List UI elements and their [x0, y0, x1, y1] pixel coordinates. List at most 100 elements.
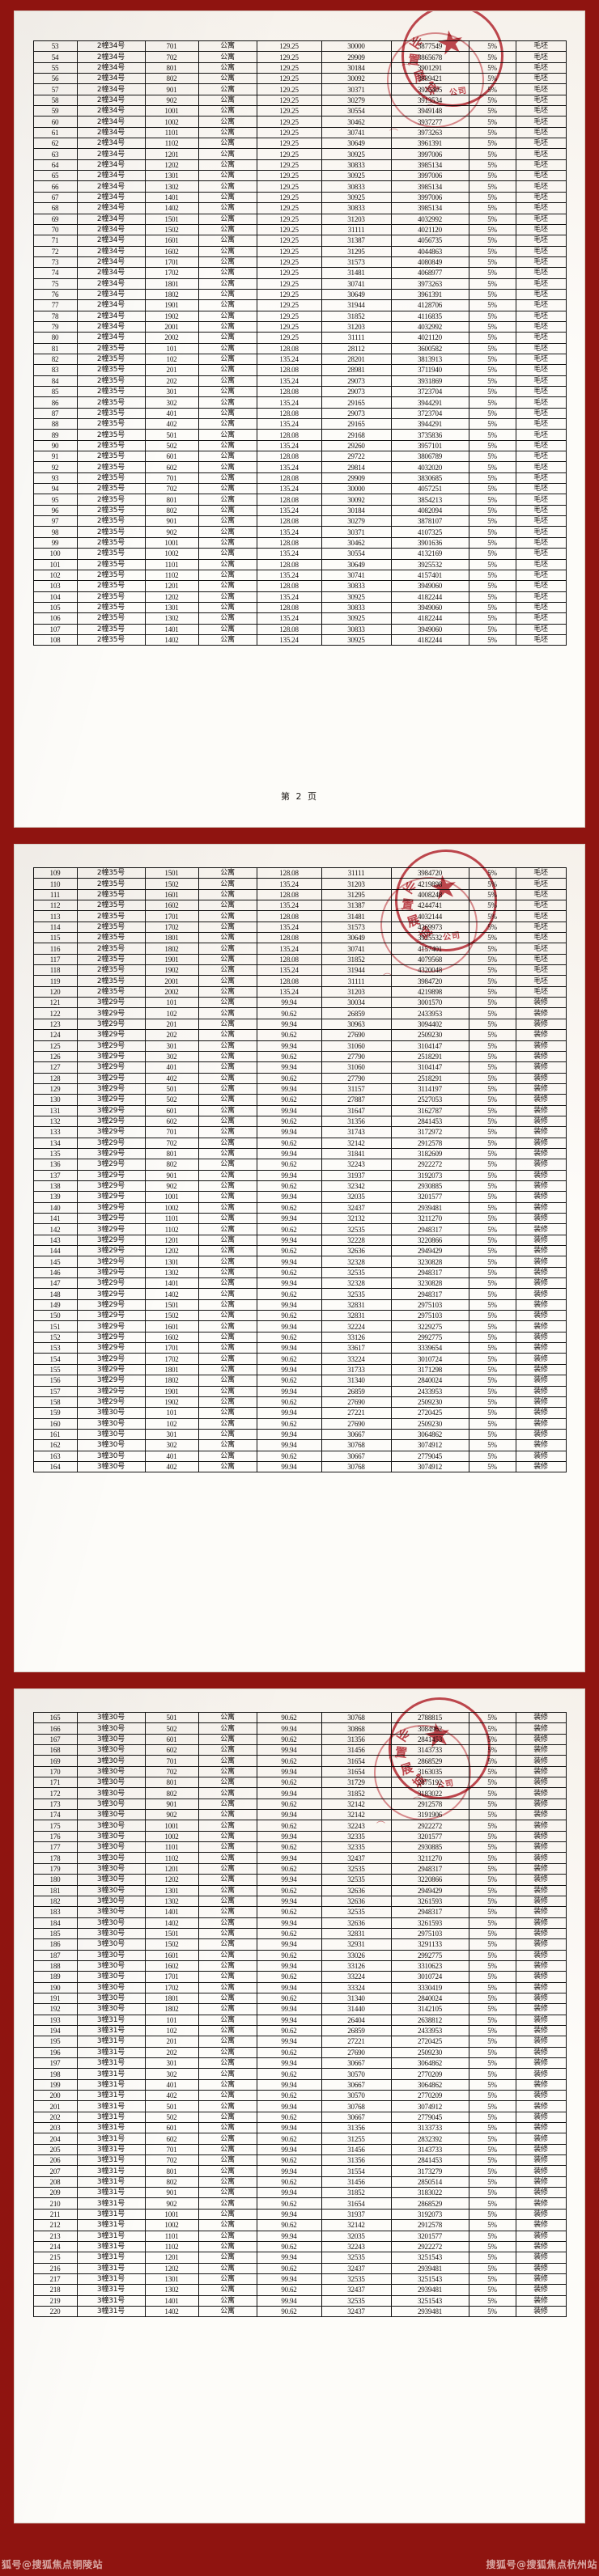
cell-序号: 136	[32, 1159, 78, 1171]
cell-装修: 毛坯	[515, 439, 567, 452]
table-row: 171 3幢30号 801 公寓 90.62 31729 2875192 5% 装修	[32, 1777, 567, 1789]
table-row: 81 2幢35号 101 公寓 128.08 28112 3600582 5% 毛坯	[32, 342, 567, 354]
cell-序号: 77	[32, 299, 78, 311]
cell-单价: 32335	[321, 1841, 392, 1854]
cell-装修: 装修	[515, 1277, 567, 1290]
cell-用途: 公寓	[198, 878, 257, 890]
cell-幢号: 2幢34号	[76, 180, 146, 193]
cell-房号: 401	[144, 1450, 199, 1462]
cell-单价: 32243	[321, 1820, 392, 1832]
cell-序号: 120	[32, 985, 78, 998]
cell-总价: 3600582	[390, 342, 469, 354]
cell-用途: 公寓	[198, 2187, 257, 2199]
cell-单价: 32636	[321, 1917, 392, 1929]
cell-装修: 毛坯	[515, 900, 567, 912]
cell-用途: 公寓	[198, 1777, 257, 1789]
cell-幢号: 3幢29号	[76, 1331, 146, 1344]
cell-序号: 152	[32, 1331, 78, 1344]
cell-单价: 27790	[321, 1072, 392, 1084]
table-row: 93 2幢35号 701 公寓 128.08 29909 3830685 5% 毛坯	[32, 472, 567, 485]
table-row: 95 2幢35号 801 公寓 128.08 30092 3854213 5% 毛坯	[32, 494, 567, 506]
cell-总价: 3931869	[390, 375, 469, 388]
cell-序号: 189	[32, 1971, 78, 1983]
cell-房号: 901	[144, 2187, 199, 2199]
cell-房号: 2002	[144, 985, 199, 998]
watermark-left: 狐号@搜狐焦点铜陵站	[2, 2559, 104, 2570]
cell-总价: 4157401	[390, 569, 469, 582]
cell-单价: 31203	[321, 985, 392, 998]
cell-装修: 装修	[515, 1375, 567, 1387]
cell-房号: 1502	[144, 223, 199, 236]
cell-幢号: 2幢35号	[76, 601, 146, 614]
cell-房号: 401	[144, 1061, 199, 1074]
cell-序号: 181	[32, 1884, 78, 1896]
cell-优惠: 5%	[468, 1223, 516, 1235]
cell-序号: 138	[32, 1180, 78, 1193]
cell-单价: 30092	[321, 73, 392, 85]
cell-总价: 4320048	[390, 964, 469, 977]
cell-单价: 32243	[321, 2240, 392, 2253]
cell-建筑面积: 90.62	[256, 1266, 322, 1279]
cell-序号: 59	[32, 105, 78, 117]
cell-优惠: 5%	[468, 1820, 516, 1832]
table-row: 65 2幢34号 1301 公寓 129.25 30925 3997006 5% 毛坯	[32, 170, 567, 182]
cell-用途: 公寓	[198, 1201, 257, 1214]
cell-幢号: 2幢34号	[76, 170, 146, 182]
cell-优惠: 5%	[468, 396, 516, 409]
cell-序号: 199	[32, 2078, 78, 2091]
table-row: 154 3幢29号 1702 公寓 90.62 33224 3010724 5% 装修	[32, 1353, 567, 1365]
cell-优惠: 5%	[468, 591, 516, 603]
cell-单价: 30371	[321, 526, 392, 538]
cell-用途: 公寓	[198, 1385, 257, 1397]
cell-优惠: 5%	[468, 1798, 516, 1811]
cell-建筑面积: 90.62	[256, 1029, 322, 1041]
cell-总价: 3211270	[390, 1852, 469, 1864]
cell-序号: 214	[32, 2240, 78, 2253]
cell-房号: 1201	[144, 2252, 199, 2264]
cell-建筑面积: 128.08	[256, 494, 322, 506]
cell-单价: 30649	[321, 138, 392, 150]
cell-总价: 3084962	[390, 1722, 469, 1735]
cell-序号: 74	[32, 267, 78, 279]
cell-序号: 162	[32, 1439, 78, 1451]
cell-用途: 公寓	[198, 429, 257, 441]
cell-优惠: 5%	[468, 170, 516, 182]
cell-装修: 毛坯	[515, 40, 567, 53]
cell-幢号: 2幢35号	[76, 612, 146, 625]
cell-用途: 公寓	[198, 342, 257, 354]
cell-序号: 102	[32, 569, 78, 582]
cell-优惠: 5%	[468, 2284, 516, 2296]
cell-幢号: 3幢29号	[76, 1007, 146, 1019]
cell-房号: 102	[144, 2024, 199, 2037]
cell-优惠: 5%	[468, 932, 516, 944]
cell-总价: 4244741	[390, 900, 469, 912]
cell-建筑面积: 135.24	[256, 504, 322, 517]
cell-建筑面积: 99.94	[256, 2208, 322, 2221]
cell-装修: 毛坯	[515, 461, 567, 473]
table-row: 115 2幢35号 1801 公寓 128.08 30649 3925532 5% 毛坯	[32, 932, 567, 944]
cell-装修: 毛坯	[515, 623, 567, 635]
cell-总价: 3984720	[390, 975, 469, 987]
cell-房号: 1802	[144, 288, 199, 301]
cell-总价: 4032992	[390, 320, 469, 333]
cell-总价: 3201577	[390, 2230, 469, 2242]
cell-单价: 31573	[321, 921, 392, 934]
cell-用途: 公寓	[198, 2208, 257, 2221]
cell-序号: 206	[32, 2154, 78, 2167]
cell-优惠: 5%	[468, 1147, 516, 1160]
cell-幢号: 2幢34号	[76, 202, 146, 214]
cell-装修: 装修	[515, 1949, 567, 1961]
cell-装修: 装修	[515, 1895, 567, 1908]
table-row: 135 3幢29号 801 公寓 99.94 31841 3182609 5% 装修	[32, 1147, 567, 1160]
cell-建筑面积: 99.94	[256, 1083, 322, 1095]
cell-单价: 31060	[321, 1061, 392, 1074]
cell-用途: 公寓	[198, 170, 257, 182]
cell-幢号: 3幢30号	[76, 1938, 146, 1951]
cell-房号: 1902	[144, 1396, 199, 1409]
cell-优惠: 5%	[468, 1169, 516, 1181]
cell-装修: 毛坯	[515, 569, 567, 582]
table-row: 218 3幢31号 1302 公寓 90.62 32437 2939481 5% 装修	[32, 2284, 567, 2296]
cell-幢号: 3幢30号	[76, 1949, 146, 1961]
cell-房号: 801	[144, 1777, 199, 1789]
cell-序号: 62	[32, 138, 78, 150]
